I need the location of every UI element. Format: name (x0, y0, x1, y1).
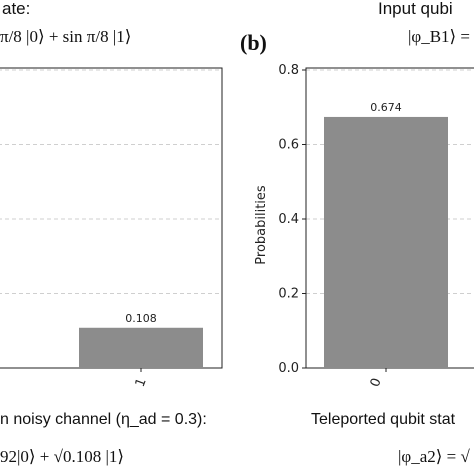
right-plot-area: 0.674 0 0.0 0.2 0.4 0.6 0.8 (278, 63, 474, 389)
right-bar-0 (324, 116, 448, 368)
right-top-state: |φ_B1⟩ = (408, 27, 470, 46)
left-x-tick-label: 1 (133, 376, 150, 389)
right-x-tick-label: 0 (368, 376, 385, 389)
right-y-tick-label: 0.8 (278, 63, 299, 78)
left-top-state: π/8 |0⟩ + sin π/8 |1⟩ (0, 27, 131, 46)
right-bottom-state: |φ_a2⟩ = √ (398, 447, 470, 466)
right-bar-data-label: 0.674 (370, 101, 402, 114)
left-top-caption: ate: (2, 0, 30, 18)
panel-label-b: (b) (240, 30, 267, 55)
left-bottom-caption: n noisy channel (η_ad = 0.3): (0, 411, 207, 428)
left-bar-1 (79, 327, 203, 368)
left-axes-frame (0, 67, 223, 369)
right-y-axis-title: Probabilities (254, 185, 269, 265)
left-bar-data-label: 0.108 (125, 312, 157, 325)
left-bottom-state: 92|0⟩ + √0.108 |1⟩ (0, 447, 124, 466)
right-y-tick-label: 0.0 (278, 361, 299, 376)
right-bottom-caption: Teleported qubit stat (311, 411, 456, 428)
right-y-tick-label: 0.6 (278, 138, 299, 153)
right-top-caption: Input qubi (378, 0, 453, 18)
right-y-tick-label: 0.4 (278, 212, 299, 227)
right-y-tick-label: 0.2 (278, 287, 299, 302)
left-plot-area: 0.108 1 (0, 67, 223, 389)
